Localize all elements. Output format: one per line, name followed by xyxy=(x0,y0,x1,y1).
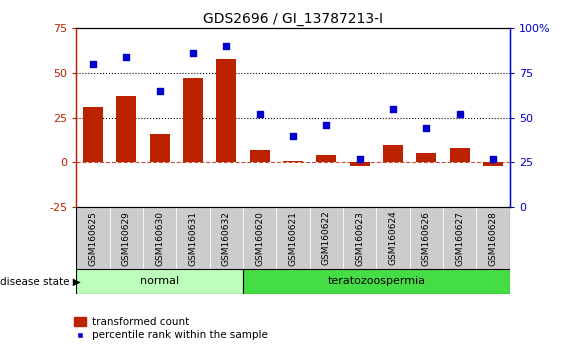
Bar xyxy=(183,78,203,162)
Bar xyxy=(83,107,103,162)
Point xyxy=(121,54,131,60)
Text: GSM160631: GSM160631 xyxy=(189,211,197,266)
Bar xyxy=(350,162,370,166)
Point xyxy=(389,106,398,112)
Text: GSM160628: GSM160628 xyxy=(489,211,498,266)
FancyBboxPatch shape xyxy=(143,207,176,269)
Text: GSM160621: GSM160621 xyxy=(288,211,298,266)
FancyBboxPatch shape xyxy=(343,207,376,269)
Text: GSM160630: GSM160630 xyxy=(155,211,164,266)
FancyBboxPatch shape xyxy=(410,207,443,269)
Bar xyxy=(149,134,169,162)
Text: teratozoospermia: teratozoospermia xyxy=(328,276,425,286)
FancyBboxPatch shape xyxy=(110,207,143,269)
Bar xyxy=(216,59,236,162)
Text: GSM160625: GSM160625 xyxy=(88,211,97,266)
Point xyxy=(155,88,164,94)
Bar xyxy=(316,155,336,162)
Text: GSM160629: GSM160629 xyxy=(122,211,131,266)
Bar xyxy=(450,148,470,162)
Bar xyxy=(250,150,270,162)
Text: GSM160624: GSM160624 xyxy=(389,211,397,266)
Point xyxy=(88,61,97,67)
Point xyxy=(355,156,364,162)
Point xyxy=(455,111,465,117)
FancyBboxPatch shape xyxy=(76,207,110,269)
Point xyxy=(288,133,298,138)
Bar xyxy=(116,96,136,162)
Bar xyxy=(383,144,403,162)
Title: GDS2696 / GI_13787213-I: GDS2696 / GI_13787213-I xyxy=(203,12,383,26)
Bar xyxy=(483,162,503,166)
Point xyxy=(255,111,264,117)
FancyBboxPatch shape xyxy=(309,207,343,269)
Bar xyxy=(417,154,437,162)
FancyBboxPatch shape xyxy=(476,207,510,269)
Text: GSM160627: GSM160627 xyxy=(455,211,464,266)
FancyBboxPatch shape xyxy=(243,269,510,294)
Point xyxy=(322,122,331,128)
Bar xyxy=(283,161,303,162)
Text: GSM160620: GSM160620 xyxy=(255,211,264,266)
FancyBboxPatch shape xyxy=(76,269,243,294)
Text: GSM160622: GSM160622 xyxy=(322,211,331,266)
Text: normal: normal xyxy=(140,276,179,286)
FancyBboxPatch shape xyxy=(376,207,410,269)
Point xyxy=(422,126,431,131)
FancyBboxPatch shape xyxy=(210,207,243,269)
FancyBboxPatch shape xyxy=(176,207,210,269)
Point xyxy=(222,44,231,49)
Point xyxy=(188,51,197,56)
Text: GSM160623: GSM160623 xyxy=(355,211,364,266)
FancyBboxPatch shape xyxy=(277,207,309,269)
Point xyxy=(489,156,498,162)
FancyBboxPatch shape xyxy=(443,207,476,269)
Text: disease state ▶: disease state ▶ xyxy=(0,276,81,286)
Text: GSM160626: GSM160626 xyxy=(422,211,431,266)
FancyBboxPatch shape xyxy=(243,207,277,269)
Text: GSM160632: GSM160632 xyxy=(222,211,231,266)
Legend: transformed count, percentile rank within the sample: transformed count, percentile rank withi… xyxy=(70,313,271,345)
